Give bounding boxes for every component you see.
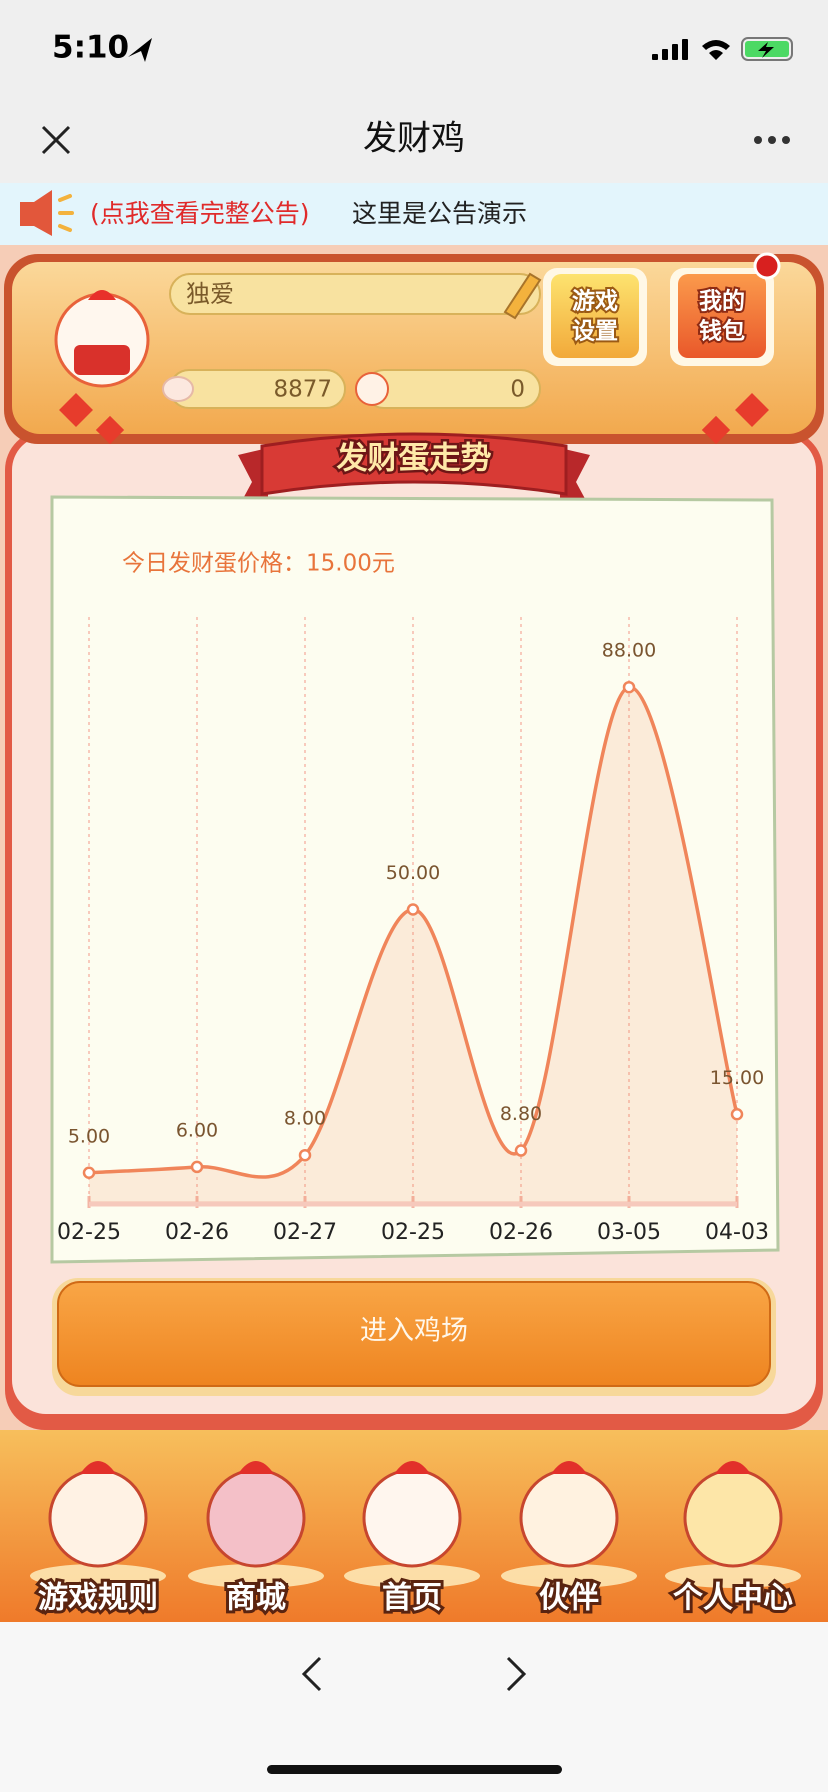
tab-base xyxy=(188,1564,324,1588)
x-tick-label: 02-27 xyxy=(273,1220,337,1245)
home-indicator xyxy=(267,1765,562,1774)
value-label: 6.00 xyxy=(176,1119,218,1141)
speaker-waves xyxy=(58,194,74,232)
close-button[interactable] xyxy=(41,125,71,155)
tab-base xyxy=(344,1564,480,1588)
tab-icon[interactable] xyxy=(362,1468,462,1568)
point xyxy=(622,680,636,694)
browser-toolbar xyxy=(0,1622,828,1792)
egg-icon xyxy=(162,376,194,402)
tab-icon-comb xyxy=(715,1461,751,1474)
avatar-comb xyxy=(88,290,116,300)
back-button[interactable] xyxy=(301,1656,322,1692)
tab-icon-comb xyxy=(394,1461,430,1474)
ribbon xyxy=(260,432,568,496)
battery-icon xyxy=(741,37,793,61)
point xyxy=(406,903,420,916)
speaker-icon xyxy=(20,190,52,236)
wallet-badge xyxy=(753,252,781,280)
settings-label: 游戏 xyxy=(572,288,618,315)
banner-title: 发财蛋走势 xyxy=(336,441,492,477)
signal-icon xyxy=(652,39,688,60)
tab-label[interactable]: 伙伴 xyxy=(536,1578,602,1619)
value-label: 8.00 xyxy=(284,1108,326,1130)
x-tick-label: 02-25 xyxy=(381,1220,445,1245)
tab-label[interactable]: 游戏规则 xyxy=(35,1578,161,1619)
value-label: 5.00 xyxy=(68,1125,110,1147)
chart-paper xyxy=(50,495,780,1264)
enter-button[interactable] xyxy=(57,1281,771,1387)
tab-label[interactable]: 商城 xyxy=(223,1578,289,1619)
wallet-label: 我的 xyxy=(699,288,745,315)
location-icon xyxy=(128,38,152,62)
notice-bar xyxy=(0,183,828,245)
tab-label[interactable]: 个人中心 xyxy=(670,1578,796,1619)
x-tick-label: 02-26 xyxy=(489,1220,553,1245)
x-tick-label: 03-05 xyxy=(597,1220,661,1245)
value-label: 15.00 xyxy=(710,1067,764,1089)
notice-text: 这里是公告演示 xyxy=(352,199,527,228)
player-name: 独爱 xyxy=(186,280,234,308)
tab-icon-comb xyxy=(80,1461,116,1474)
chart: 02-25 02-26 02-27 02-25 02-26 03-05 04-03 5.00 6… xyxy=(57,617,769,1245)
enter-button-label: 进入鸡场 xyxy=(360,1316,468,1347)
wifi-icon xyxy=(702,40,730,60)
nav-title: 发财鸡 xyxy=(363,119,465,159)
avatar-envelope xyxy=(74,345,130,375)
point xyxy=(298,1148,312,1162)
tab-icon-comb xyxy=(551,1461,587,1474)
tab-icon-comb xyxy=(238,1461,274,1474)
tab-base xyxy=(30,1564,166,1588)
egg-count: 8877 xyxy=(273,377,332,403)
line xyxy=(88,685,739,1179)
tabs: 游戏规则 商城 首页 伙伴 个人中心 xyxy=(30,1461,801,1619)
point xyxy=(82,1166,96,1179)
x-tick-label: 04-03 xyxy=(705,1220,769,1245)
edit-icon[interactable] xyxy=(503,272,542,320)
tab-base xyxy=(665,1564,801,1588)
tab-icon[interactable] xyxy=(683,1468,783,1568)
point xyxy=(730,1108,744,1121)
more-button[interactable] xyxy=(754,136,790,144)
name-field xyxy=(169,273,541,315)
point xyxy=(190,1160,204,1174)
area xyxy=(89,687,737,1202)
tab-base xyxy=(501,1564,637,1588)
settings-label: 设置 xyxy=(572,319,618,345)
top-bars xyxy=(0,0,828,183)
value-label: 88.00 xyxy=(602,640,656,662)
settings-button[interactable] xyxy=(551,274,639,358)
chart-title: 今日发财蛋价格：15.00元 xyxy=(122,551,395,577)
x-tick-label: 02-26 xyxy=(165,1220,229,1245)
tab-icon[interactable] xyxy=(519,1468,619,1568)
forward-button[interactable] xyxy=(506,1656,527,1692)
value-label: 50.00 xyxy=(386,862,440,884)
charging-bolt xyxy=(758,42,774,58)
tab-icon[interactable] xyxy=(48,1468,148,1568)
status-time: 5:10 xyxy=(52,30,129,66)
notice-link[interactable]: (点我查看完整公告) xyxy=(90,199,310,228)
value-label: 8.80 xyxy=(500,1103,542,1125)
point xyxy=(514,1144,528,1157)
tab-label[interactable]: 首页 xyxy=(379,1578,445,1619)
wallet-button[interactable] xyxy=(678,274,766,358)
tab-icon[interactable] xyxy=(206,1468,306,1568)
chicken-icon xyxy=(355,372,389,406)
chicken-count: 0 xyxy=(510,377,525,403)
wallet-label: 钱包 xyxy=(699,318,745,345)
x-tick-label: 02-25 xyxy=(57,1220,121,1245)
